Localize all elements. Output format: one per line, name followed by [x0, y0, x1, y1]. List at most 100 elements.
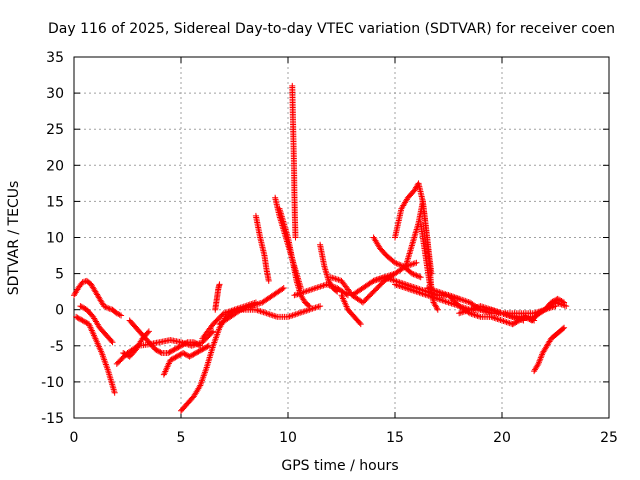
data-marks: [71, 82, 570, 414]
y-tick-label: -10: [41, 375, 64, 391]
y-tick-label: -5: [50, 339, 64, 355]
x-tick-label: 20: [493, 430, 511, 446]
data-point: [79, 304, 86, 311]
data-point: [194, 349, 201, 356]
data-point: [255, 307, 262, 314]
data-point: [397, 262, 404, 269]
data-point: [178, 342, 184, 349]
data-point: [315, 303, 322, 310]
data-point: [291, 311, 298, 318]
data-point: [152, 346, 159, 353]
data-point: [396, 261, 403, 268]
data-point: [392, 259, 398, 266]
data-point: [557, 297, 564, 304]
data-point: [552, 303, 559, 310]
series-arc-6: [120, 328, 152, 360]
data-point: [113, 310, 120, 317]
data-point: [80, 318, 87, 325]
data-point: [197, 342, 204, 349]
data-point: [179, 342, 186, 349]
y-tick-label: 15: [46, 194, 64, 210]
data-point: [118, 312, 125, 319]
series-arc-21: [370, 234, 424, 281]
data-point: [408, 261, 415, 268]
data-point: [269, 312, 276, 319]
data-point: [306, 303, 313, 310]
data-point: [176, 352, 183, 359]
x-tick-label: 15: [386, 430, 404, 446]
data-point: [413, 272, 420, 279]
data-point: [442, 298, 449, 305]
data-point: [175, 344, 182, 351]
data-point: [145, 328, 152, 335]
data-point: [79, 317, 86, 324]
data-point: [443, 298, 450, 305]
data-point: [78, 316, 85, 323]
data-point: [291, 292, 298, 299]
data-point: [513, 318, 520, 325]
data-point: [525, 315, 532, 322]
data-point: [180, 341, 187, 348]
series-arc-7: [160, 342, 212, 378]
series-arc-11: [216, 285, 287, 328]
data-point: [503, 319, 510, 326]
data-point: [417, 274, 424, 281]
data-point: [192, 350, 199, 357]
series-arc-10: [212, 281, 223, 313]
data-point: [120, 350, 127, 357]
series-arc-31: [456, 303, 559, 317]
data-point: [280, 285, 287, 292]
data-point: [75, 315, 82, 322]
data-point: [410, 260, 417, 267]
y-tick-label: 25: [46, 122, 64, 138]
data-point: [392, 277, 398, 284]
y-tick-label: 30: [46, 86, 64, 102]
series-arc-32: [370, 274, 463, 302]
data-point: [439, 297, 446, 304]
data-point: [171, 346, 178, 353]
data-point: [121, 350, 128, 357]
data-point: [271, 312, 278, 319]
data-point: [502, 318, 509, 325]
data-point: [471, 311, 478, 318]
data-point: [516, 317, 523, 324]
data-point: [254, 307, 261, 314]
data-point: [394, 260, 401, 267]
data-point: [561, 299, 568, 306]
data-point: [201, 344, 208, 351]
data-point: [115, 311, 122, 318]
y-tick-label: 10: [46, 231, 64, 247]
data-point: [495, 316, 502, 323]
y-tick-label: 35: [46, 50, 64, 66]
data-point: [109, 339, 116, 346]
data-point: [334, 288, 341, 295]
data-point: [510, 320, 517, 327]
data-point: [122, 351, 129, 358]
data-point: [279, 285, 286, 292]
y-tick-label: 20: [46, 158, 64, 174]
data-point: [559, 298, 566, 305]
data-point: [156, 348, 163, 355]
data-point: [312, 285, 319, 292]
data-point: [314, 284, 321, 291]
data-point: [203, 344, 210, 351]
data-point: [111, 389, 118, 396]
data-point: [369, 278, 376, 285]
data-point: [411, 260, 418, 267]
data-point: [393, 278, 400, 285]
data-point: [169, 355, 176, 362]
data-point: [416, 273, 423, 280]
data-point: [176, 343, 183, 350]
data-point: [177, 351, 184, 358]
y-tick-label: 0: [55, 303, 64, 319]
data-point: [194, 341, 201, 348]
series-arc-5: [126, 317, 204, 357]
data-point: [286, 313, 293, 320]
data-point: [440, 297, 447, 304]
data-point: [183, 339, 190, 346]
data-point: [555, 296, 562, 303]
data-point: [476, 313, 483, 320]
data-point: [175, 352, 182, 359]
data-point: [182, 351, 189, 358]
data-point: [265, 277, 272, 284]
